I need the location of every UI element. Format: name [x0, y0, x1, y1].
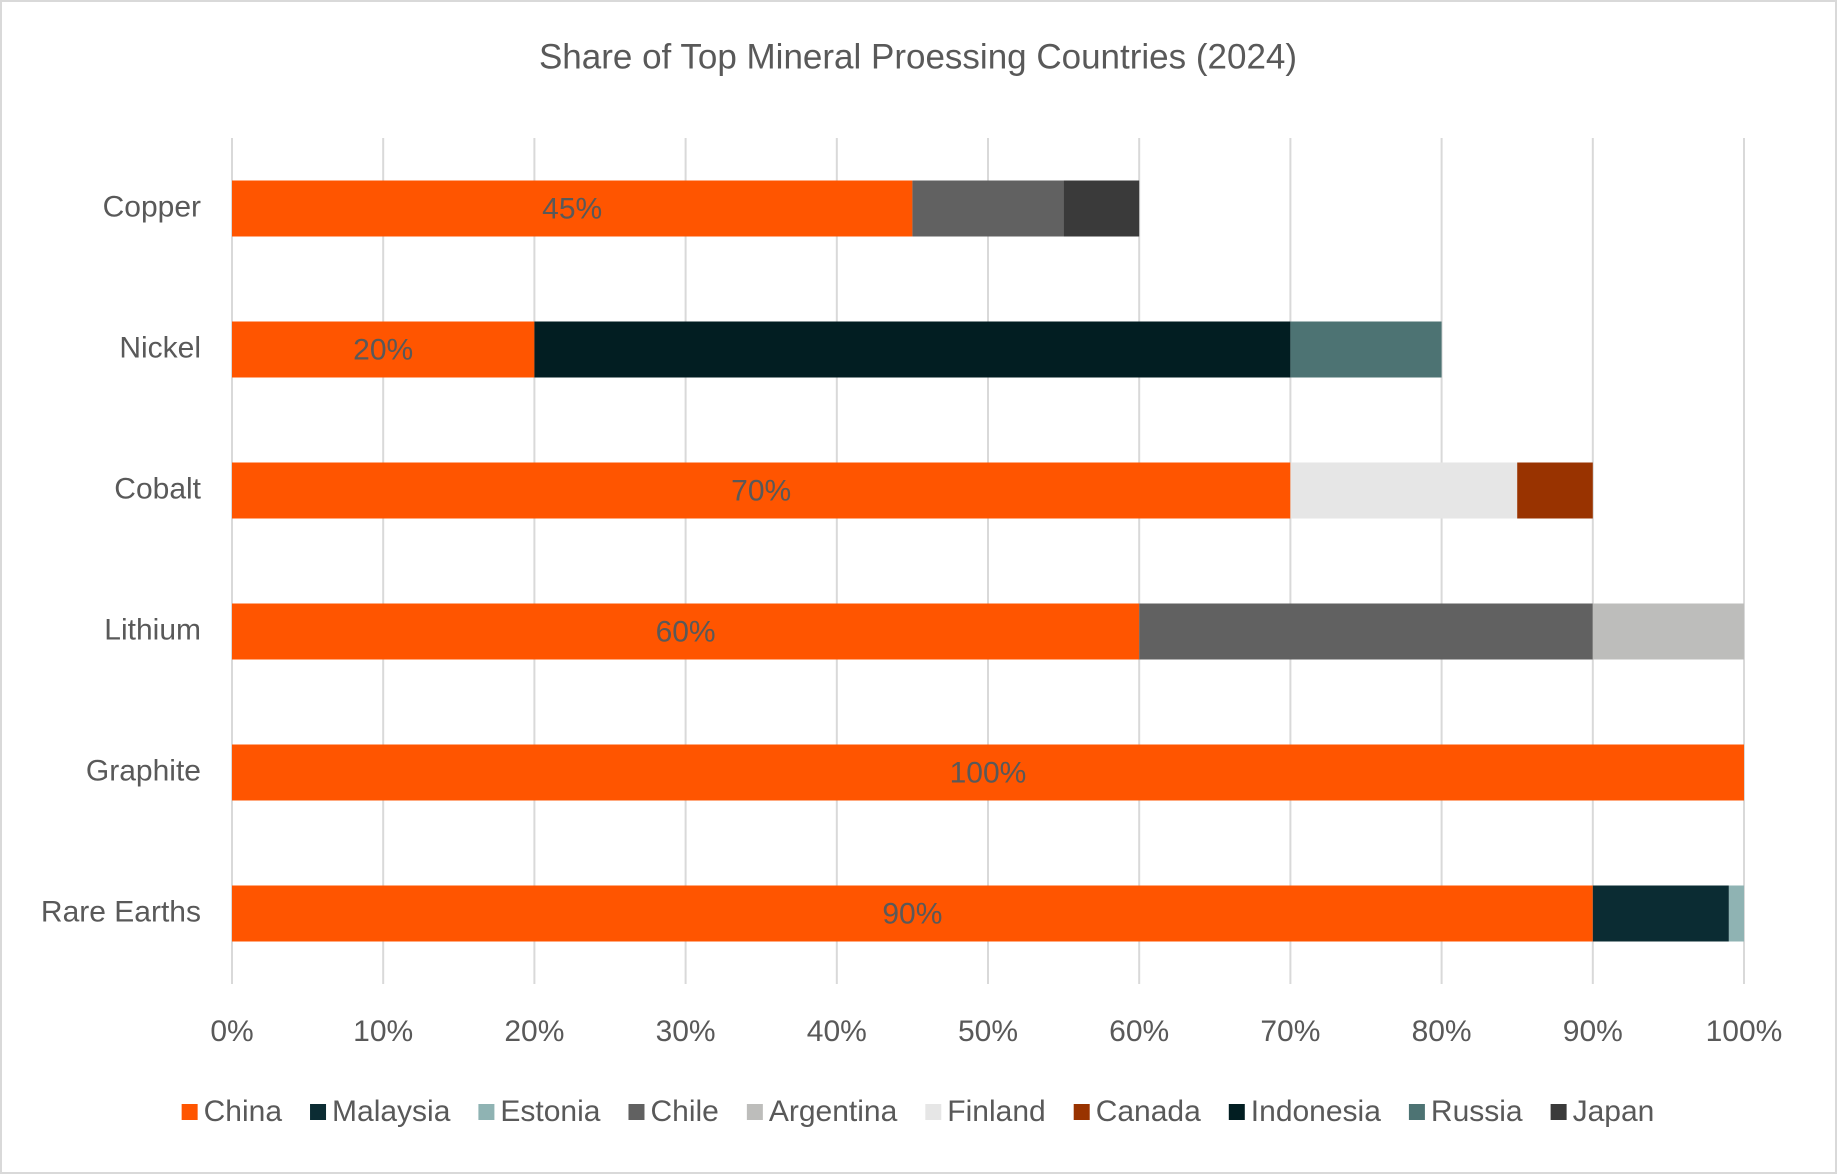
legend-label: Argentina	[769, 1095, 898, 1128]
legend-swatch	[1073, 1104, 1090, 1120]
data-label: 45%	[542, 192, 602, 225]
x-tick-label: 40%	[807, 1015, 867, 1048]
x-tick-label: 10%	[353, 1015, 413, 1048]
x-tick-label: 70%	[1260, 1015, 1320, 1048]
legend-swatch	[310, 1104, 327, 1120]
bar-segment	[1063, 180, 1140, 237]
x-tick-label: 50%	[958, 1015, 1018, 1048]
bar-segment	[232, 744, 1744, 801]
legend-swatch	[478, 1104, 495, 1120]
bar-segment	[1517, 462, 1593, 519]
x-tick-label: 60%	[1109, 1015, 1169, 1048]
data-label: 60%	[656, 615, 716, 648]
bar-segment	[912, 180, 1064, 237]
bar-segment	[1290, 462, 1518, 519]
data-label: 90%	[882, 897, 942, 930]
x-tick-label: 100%	[1706, 1015, 1783, 1048]
x-tick-label: 90%	[1563, 1015, 1623, 1048]
legend-swatch	[1550, 1104, 1567, 1120]
legend-label: China	[204, 1095, 283, 1128]
legend-swatch	[1228, 1104, 1245, 1120]
legend-swatch	[925, 1104, 942, 1120]
bar-segment	[232, 885, 1593, 942]
y-tick-label: Rare Earths	[41, 895, 201, 928]
data-label: 100%	[950, 756, 1027, 789]
y-tick-label: Copper	[103, 190, 201, 223]
bar-segment	[1592, 885, 1729, 942]
bar-segment	[534, 321, 1291, 378]
x-tick-label: 0%	[210, 1015, 253, 1048]
y-tick-label: Nickel	[119, 331, 201, 364]
legend: China Malaysia Estonia Chile Argentina Finlan…	[181, 1095, 1655, 1128]
legend-swatch	[628, 1104, 645, 1120]
legend-label: Canada	[1096, 1095, 1201, 1128]
legend-label: Estonia	[500, 1095, 600, 1128]
chart-title: Share of Top Mineral Proessing Countries…	[539, 37, 1297, 76]
y-tick-label: Lithium	[104, 613, 201, 646]
x-tick-label: 30%	[656, 1015, 716, 1048]
bar-segment	[1592, 603, 1744, 660]
bar-segment	[1139, 603, 1593, 660]
legend-label: Malaysia	[332, 1095, 451, 1128]
legend-swatch	[1408, 1104, 1425, 1120]
x-tick-label: 80%	[1412, 1015, 1472, 1048]
legend-label: Japan	[1573, 1095, 1655, 1128]
x-tick-label: 20%	[504, 1015, 564, 1048]
legend-swatch	[181, 1104, 198, 1120]
bar-segment	[1728, 885, 1744, 942]
data-label: 70%	[731, 474, 791, 507]
y-tick-label: Graphite	[86, 754, 201, 787]
bar-segment	[232, 321, 535, 378]
bar-segment	[232, 180, 913, 237]
bar-segment	[1290, 321, 1442, 378]
data-label: 20%	[353, 333, 413, 366]
bar-segment	[232, 603, 1140, 660]
legend-label: Russia	[1431, 1095, 1523, 1128]
legend-label: Finland	[947, 1095, 1045, 1128]
bar-segment	[232, 462, 1291, 519]
legend-swatch	[746, 1104, 763, 1120]
legend-label: Chile	[650, 1095, 718, 1128]
y-tick-label: Cobalt	[114, 472, 201, 505]
legend-label: Indonesia	[1251, 1095, 1381, 1128]
